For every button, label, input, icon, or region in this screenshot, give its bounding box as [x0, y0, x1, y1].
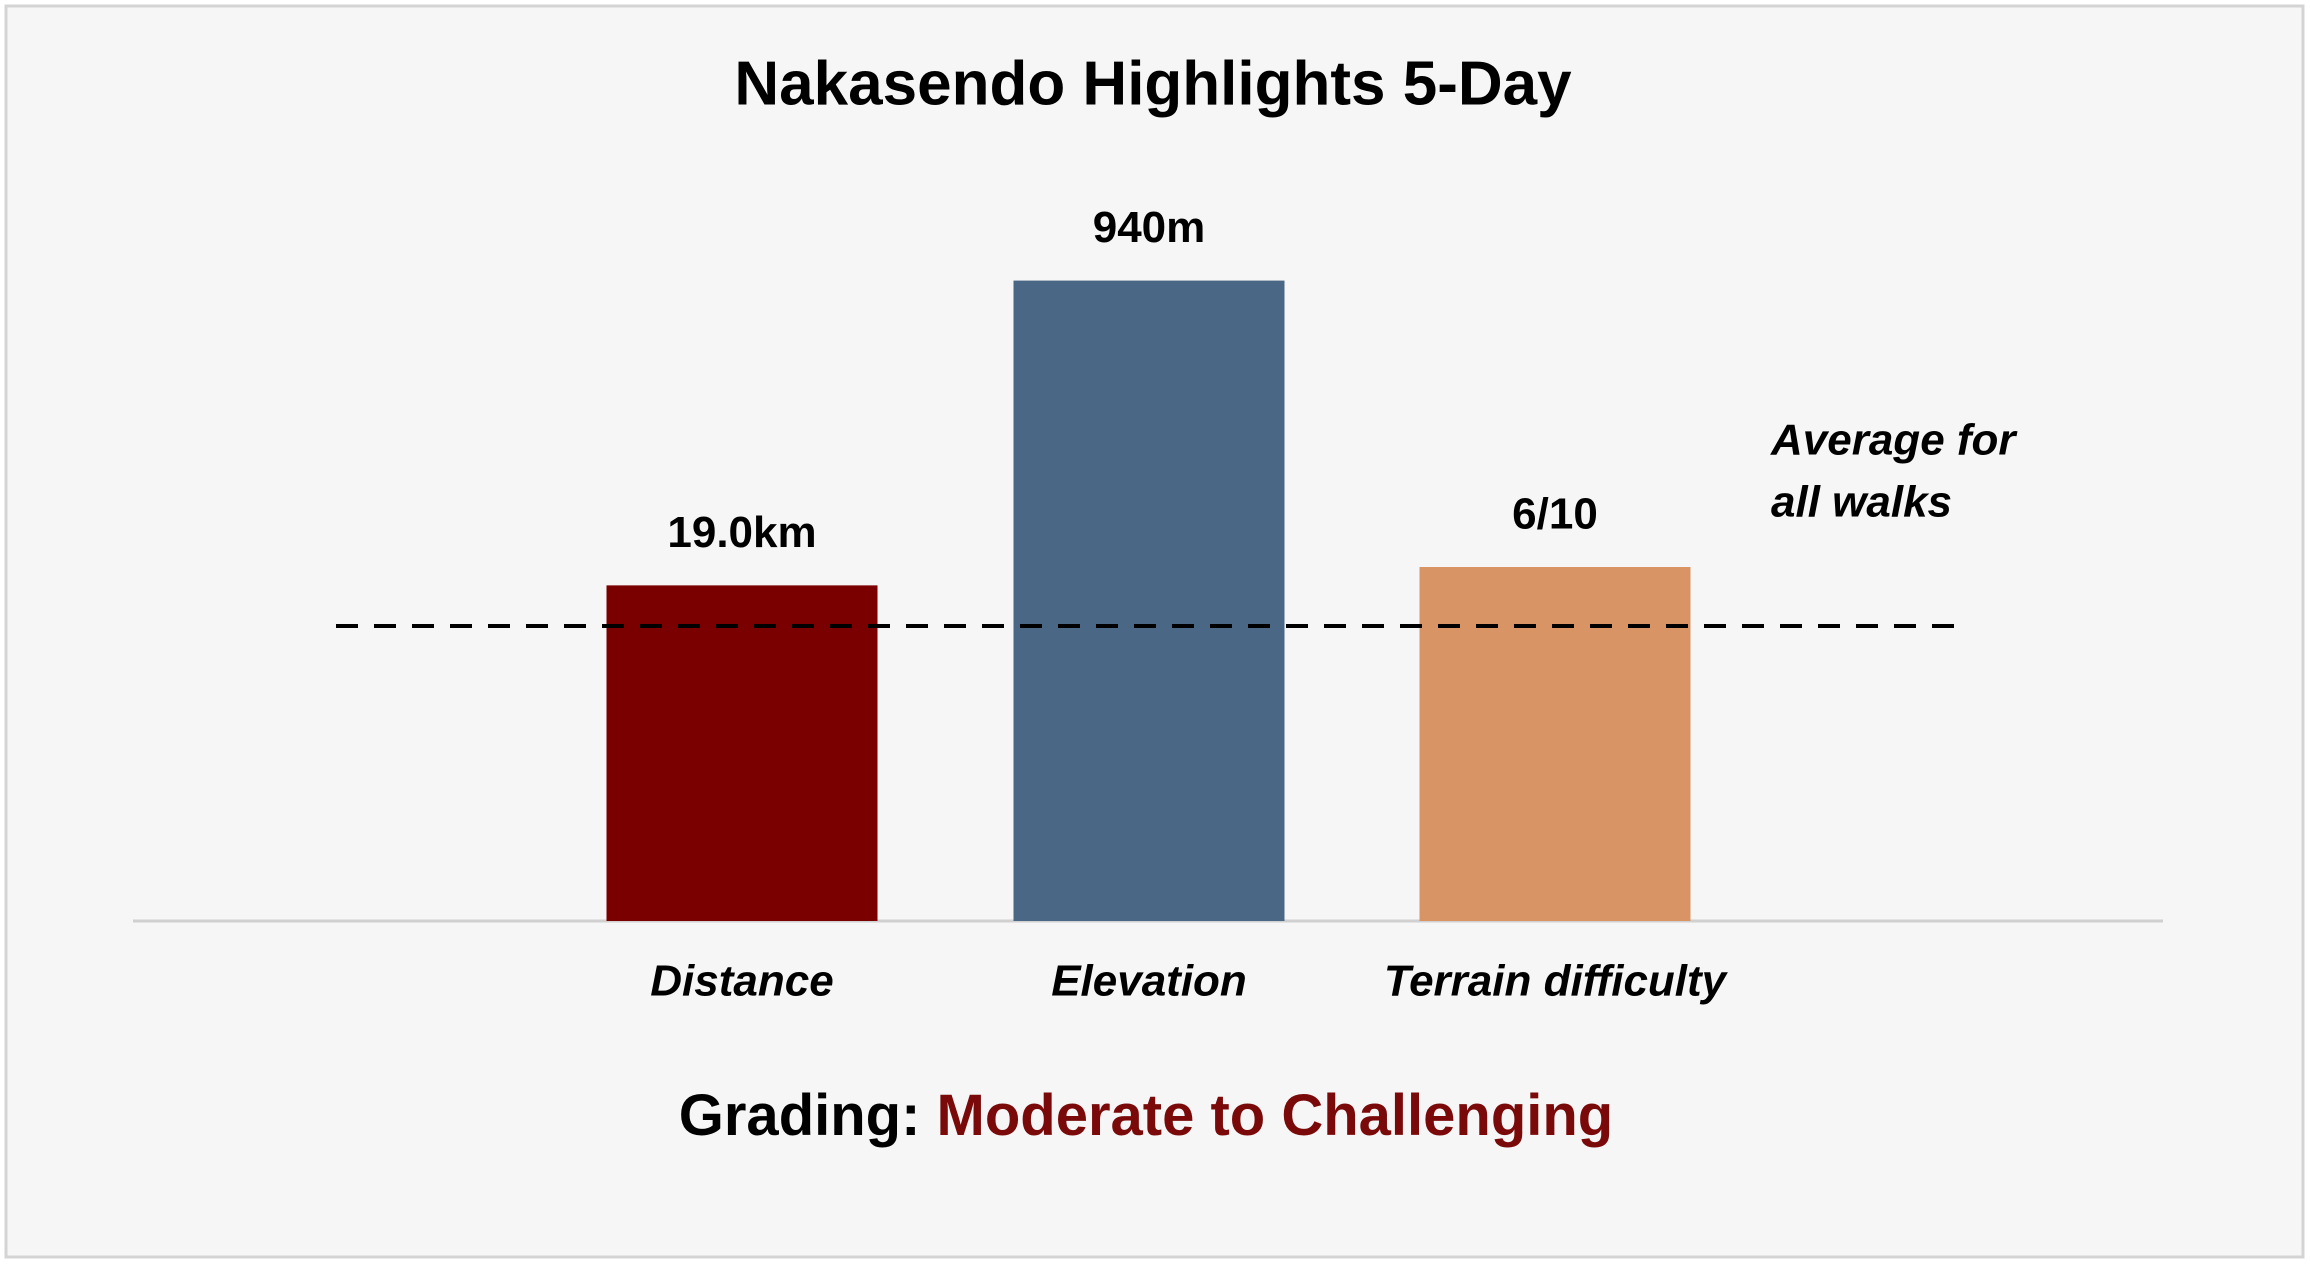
grading: Grading: Moderate to Challenging: [679, 1083, 1613, 1148]
value-label: 19.0km: [667, 508, 816, 557]
bar: [606, 585, 878, 921]
grading-value: Moderate to Challenging: [937, 1083, 1614, 1148]
x-tick-label: Terrain difficulty: [1384, 957, 1729, 1006]
bar: [1419, 567, 1691, 921]
grading-label: Grading:: [679, 1083, 921, 1148]
x-tick-label: Elevation: [1051, 957, 1247, 1006]
value-label: 6/10: [1512, 490, 1598, 539]
x-tick-label: Distance: [650, 957, 833, 1006]
chart-title: Nakasendo Highlights 5-Day: [734, 49, 1572, 118]
average-label: all walks: [1771, 478, 1952, 527]
bar: [1013, 280, 1285, 921]
value-label: 940m: [1093, 203, 1206, 252]
average-label: Average for: [1770, 416, 2018, 465]
